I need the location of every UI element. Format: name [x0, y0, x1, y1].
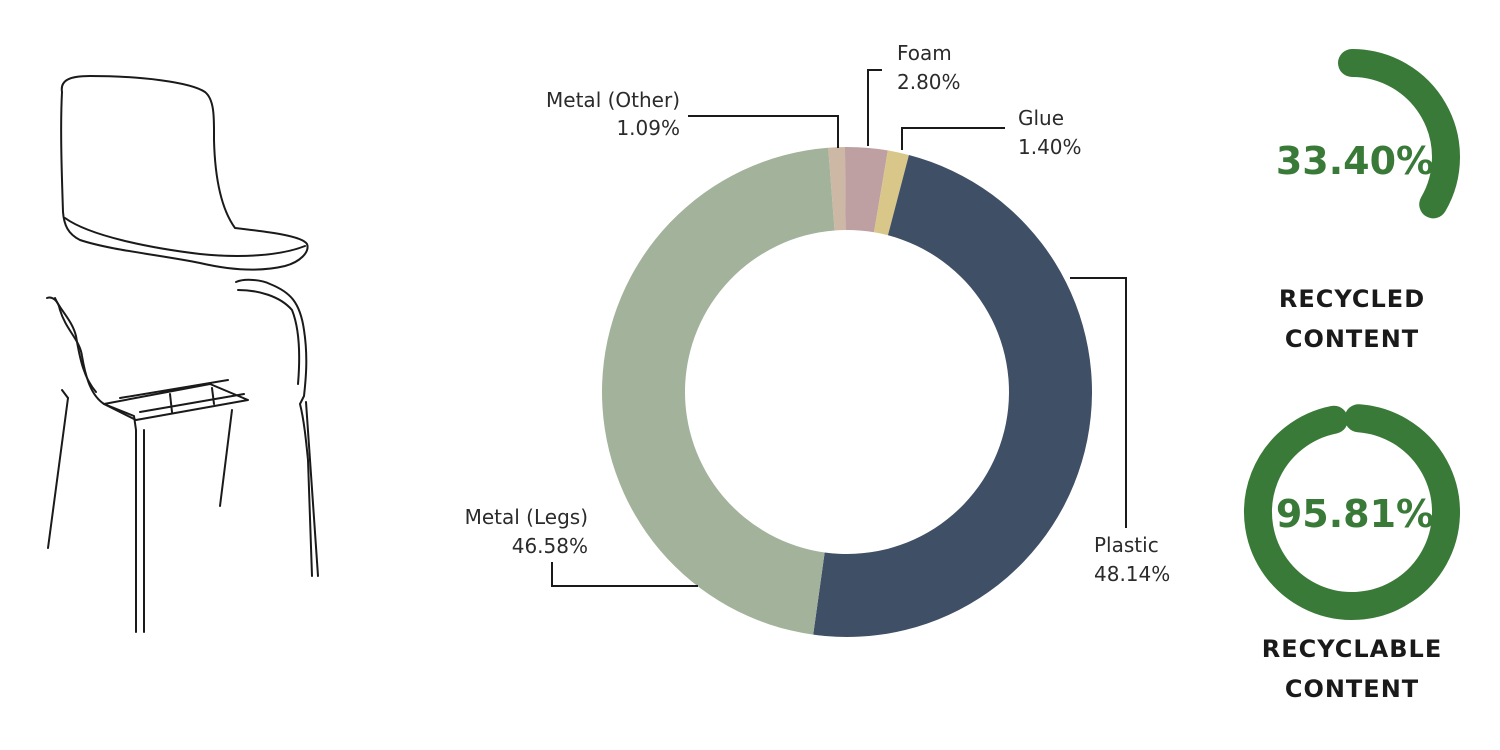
- gauge-recyclable-caption-line1: RECYCLABLE: [1262, 635, 1442, 663]
- leader-lines: [551, 69, 1127, 587]
- chair-shell-edge: [64, 217, 306, 257]
- chair-leg-back-right: [219, 409, 233, 507]
- chair-shell: [60, 75, 309, 271]
- label-glue-value: 1.40%: [1018, 135, 1082, 159]
- chair-illustration: [46, 75, 319, 633]
- label-metal-legs-name: Metal (Legs): [465, 505, 588, 529]
- leader-foam: [867, 69, 882, 146]
- leader-metal-other: [688, 115, 839, 148]
- leader-plastic: [1070, 277, 1127, 528]
- gauge-recyclable: 95.81% RECYCLABLE CONTENT: [1244, 404, 1460, 703]
- gauge-recycled-caption-line2: CONTENT: [1285, 325, 1419, 353]
- gauge-recyclable-value: 95.81%: [1276, 492, 1434, 536]
- label-metal-legs-value: 46.58%: [512, 534, 588, 558]
- chair-seat-rails: [103, 379, 249, 421]
- label-plastic-name: Plastic: [1094, 533, 1159, 557]
- donut-slice-metal-other: [828, 147, 846, 231]
- donut-slice-glue: [874, 150, 909, 236]
- chair-frame-right: [235, 278, 313, 577]
- gauge-recycled-caption-line1: RECYCLED: [1279, 285, 1425, 313]
- donut-slice-plastic: [813, 154, 1092, 637]
- donut-chart: [602, 147, 1092, 637]
- label-glue-name: Glue: [1018, 106, 1064, 130]
- label-plastic-value: 48.14%: [1094, 562, 1170, 586]
- chair-frame-left: [46, 296, 137, 633]
- chair-frame-right-inner: [237, 289, 301, 385]
- label-metal-other-name: Metal (Other): [546, 88, 680, 112]
- gauge-recyclable-arc: [1244, 404, 1460, 620]
- gauge-recyclable-caption-line2: CONTENT: [1285, 675, 1419, 703]
- slice-labels: Metal (Other) 1.09% Foam 2.80% Glue 1.40…: [465, 41, 1171, 586]
- gauge-recycled-value: 33.40%: [1276, 139, 1434, 183]
- leader-metal-legs: [551, 562, 698, 587]
- chair-leg-back-left: [47, 397, 69, 549]
- donut-slice-metal-legs: [602, 147, 835, 635]
- label-foam-name: Foam: [897, 41, 952, 65]
- chair-front-legs: [61, 389, 319, 633]
- label-foam-value: 2.80%: [897, 70, 961, 94]
- chair-frame-left-outer: [54, 297, 97, 393]
- gauge-recycled: 33.40% RECYCLED CONTENT: [1276, 49, 1460, 353]
- label-metal-other-value: 1.09%: [616, 116, 680, 140]
- leader-glue: [901, 127, 1005, 150]
- gauge-recycled-arc: [1338, 49, 1460, 219]
- donut-slice-foam: [844, 147, 888, 233]
